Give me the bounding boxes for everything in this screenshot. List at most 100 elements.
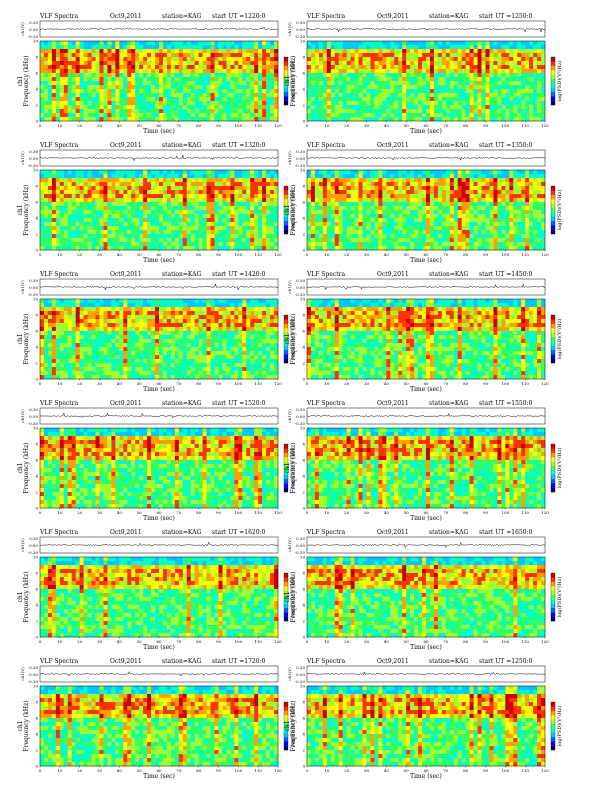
panel-2-cell	[342, 93, 347, 98]
panel-2-cell	[457, 97, 462, 102]
panel-2-cell	[422, 117, 427, 122]
panel-1-cell	[174, 81, 180, 86]
panel-2-cell	[422, 101, 427, 106]
panel-1-cell	[262, 53, 267, 58]
panel-2-cell	[501, 109, 506, 114]
panel-1-cell	[170, 93, 176, 98]
panel-3-cell	[119, 178, 124, 183]
panel-2-cell	[517, 89, 522, 94]
panel-2-cell	[362, 101, 367, 106]
panel-2-cell	[541, 117, 546, 122]
panel-2-cell	[326, 101, 331, 106]
panel-3-cell	[75, 170, 80, 175]
panel-1-cell	[103, 81, 108, 86]
panel-4-cell	[414, 226, 419, 231]
panel-4-cell	[390, 198, 395, 203]
panel-2-cell	[477, 69, 482, 74]
panel-1-cell	[198, 49, 203, 54]
panel-1-cell	[40, 105, 45, 110]
panel-1-cell	[135, 69, 140, 74]
panel-2-cell	[378, 81, 383, 86]
panel-4-cell	[398, 186, 403, 191]
panel-3-cell	[246, 222, 251, 227]
panel-2-cell	[477, 101, 482, 106]
panel-3-cell	[107, 234, 112, 239]
panel-4-cell	[326, 178, 331, 183]
panel-4-cell	[398, 234, 403, 239]
panel-1-cell	[123, 65, 128, 70]
panel-4-cell	[422, 238, 427, 243]
panel-1-cell	[182, 93, 187, 98]
panel-3-cell	[79, 218, 84, 223]
panel-2-cell	[342, 65, 347, 70]
panel-1-cell	[194, 117, 199, 122]
panel-1-time-label: Time (sec)	[143, 128, 175, 135]
panel-4-cell	[342, 202, 347, 207]
panel-1-cell	[115, 41, 120, 46]
panel-2-cell	[457, 101, 462, 106]
panel-1-cell	[107, 73, 112, 78]
panel-3-cell	[143, 230, 148, 235]
panel-1-cell	[127, 45, 132, 50]
panel-3-cell	[91, 170, 96, 175]
panel-1-cell	[51, 97, 57, 102]
panel-3-cell	[71, 174, 76, 179]
panel-1-cell	[270, 49, 275, 54]
panel-1-cell	[206, 97, 211, 102]
panel-2-cell	[307, 49, 312, 54]
panel-4-cell	[386, 210, 391, 215]
panel-2-cell	[517, 81, 522, 86]
panel-3-cell	[79, 226, 84, 231]
panel-2-cell	[437, 117, 443, 122]
panel-1-cell	[91, 93, 96, 98]
panel-2-cell	[477, 45, 482, 50]
panel-3-cell	[139, 194, 144, 199]
panel-3-cell	[147, 246, 152, 251]
panel-2-cell	[418, 69, 423, 74]
panel-4-cell	[433, 230, 439, 235]
panel-2-cell	[461, 53, 466, 58]
panel-2-cell	[453, 117, 458, 122]
panel-1-cell	[59, 85, 64, 90]
panel-4-cell	[537, 214, 542, 219]
panel-3-cell	[55, 230, 61, 235]
panel-4-cell	[386, 230, 391, 235]
panel-1-cell	[242, 41, 247, 46]
panel-3-cell	[210, 214, 215, 219]
panel-2-cell	[418, 93, 423, 98]
panel-2-cell	[541, 109, 546, 114]
panel-1-cell	[166, 109, 172, 114]
panel-4-cell	[445, 230, 450, 235]
panel-1-cell	[95, 89, 100, 94]
panel-2-cell	[390, 49, 395, 54]
panel-3-cell	[127, 194, 132, 199]
panel-3-cell	[91, 194, 96, 199]
panel-4-cell	[501, 182, 506, 187]
panel-3-cell	[135, 226, 140, 231]
panel-2-cell	[422, 49, 427, 54]
panel-4-cell	[541, 186, 546, 191]
panel-2-cell	[426, 45, 431, 50]
panel-3-cell	[119, 194, 124, 199]
panel-2-cell	[354, 65, 359, 70]
panel-3-cell	[242, 178, 247, 183]
panel-4-cell	[418, 246, 423, 251]
panel-2-cell	[529, 77, 534, 82]
panel-3-cell	[63, 210, 68, 215]
panel-2-cell	[489, 109, 494, 114]
panel-3-cell	[210, 210, 215, 215]
panel-4-cell	[429, 230, 435, 235]
panel-1-cell	[266, 65, 271, 70]
panel-2-cell	[402, 117, 407, 122]
panel-4-cell	[350, 190, 355, 195]
panel-1-cell	[258, 109, 263, 114]
panel-2-cell	[382, 97, 387, 102]
panel-1-cell	[242, 101, 247, 106]
panel-2-cell	[326, 61, 331, 66]
panel-2-cell	[465, 77, 470, 82]
panel-3-cell	[258, 218, 263, 223]
panel-4-cell	[414, 242, 419, 247]
panel-1-cell	[254, 49, 259, 54]
panel-3-cell	[182, 170, 187, 175]
panel-2-cell	[322, 77, 328, 82]
